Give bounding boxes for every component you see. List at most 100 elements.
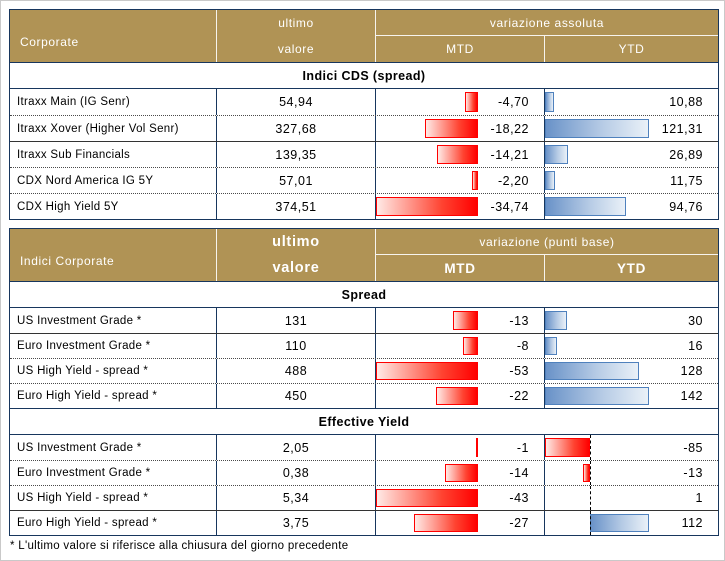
row-label: Itraxx Xover (Higher Vol Senr) — [10, 116, 217, 141]
section-header-spread: Spread — [10, 281, 718, 308]
ytd-bar-zone — [545, 119, 649, 138]
last-value: 5,34 — [217, 486, 376, 510]
ytd-value: -85 — [683, 440, 703, 455]
last-value-header: ultimo valore — [217, 229, 376, 281]
ytd-axis-line — [589, 486, 591, 510]
ytd-bar-zone — [545, 171, 649, 190]
ytd-databar — [545, 119, 649, 138]
ytd-value: 142 — [680, 389, 703, 403]
mtd-cell: -1 — [376, 435, 545, 460]
mtd-databar — [376, 197, 479, 216]
row-label: Itraxx Sub Financials — [10, 142, 217, 167]
table-row: Euro Investment Grade * 0,38 -14 -13 — [10, 460, 718, 485]
mtd-databar — [476, 438, 479, 457]
row-label: US Investment Grade * — [10, 308, 217, 333]
table-row: Euro High Yield - spread * 450 -22 142 — [10, 383, 718, 408]
last-value: 2,05 — [217, 435, 376, 460]
mtd-value: -14,21 — [490, 147, 529, 162]
row-label: Itraxx Main (IG Senr) — [10, 89, 217, 115]
table-row: Itraxx Xover (Higher Vol Senr) 327,68 -1… — [10, 115, 718, 141]
ytd-bar-zone — [545, 145, 649, 164]
ytd-databar — [545, 197, 627, 216]
ytd-cell: 1 — [545, 486, 718, 510]
mtd-databar — [376, 489, 479, 507]
corporate-indices-table: Indici Corporate ultimo valore variazion… — [9, 228, 719, 536]
ytd-bar-zone — [545, 362, 649, 380]
ytd-databar — [545, 337, 557, 355]
mtd-cell: -8 — [376, 334, 545, 358]
variation-columns: MTD YTD — [376, 36, 718, 62]
mtd-cell: -27 — [376, 511, 545, 535]
ytd-axis-line — [589, 461, 591, 485]
ytd-bar-zone — [545, 486, 649, 510]
ytd-value: 128 — [680, 364, 703, 378]
ytd-cell: -85 — [545, 435, 718, 460]
last-value-header-line2: valore — [277, 42, 315, 56]
mtd-value: -22 — [509, 389, 529, 403]
ytd-databar — [582, 464, 590, 482]
mtd-bar-zone — [376, 362, 479, 380]
ytd-column-header: YTD — [616, 260, 647, 276]
mtd-value: -14 — [509, 466, 529, 480]
variation-header-group: variazione (punti base) MTD YTD — [376, 229, 718, 281]
mtd-value: -34,74 — [490, 199, 529, 214]
ytd-bar-zone — [545, 311, 649, 330]
mtd-databar — [464, 92, 479, 112]
ytd-bar-zone — [545, 92, 649, 112]
last-value: 57,01 — [217, 168, 376, 193]
mtd-databar — [376, 362, 479, 380]
table-row: Euro High Yield - spread * 3,75 -27 112 — [10, 510, 718, 535]
mtd-cell: -13 — [376, 308, 545, 333]
row-label: Euro Investment Grade * — [10, 461, 217, 485]
mtd-databar — [414, 514, 479, 532]
mtd-bar-zone — [376, 438, 479, 457]
table-row: US High Yield - spread * 5,34 -43 1 — [10, 485, 718, 510]
row-label: US High Yield - spread * — [10, 486, 217, 510]
last-value-header-line1: ultimo — [272, 234, 320, 250]
table-row: Itraxx Sub Financials 139,35 -14,21 26,8… — [10, 141, 718, 167]
ytd-databar — [545, 171, 556, 190]
mtd-databar — [445, 464, 479, 482]
mtd-cell: -22 — [376, 384, 545, 408]
ytd-cell: 26,89 — [545, 142, 718, 167]
table-row: US Investment Grade * 2,05 -1 -85 — [10, 435, 718, 460]
mtd-bar-zone — [376, 119, 479, 138]
mtd-value: -2,20 — [498, 173, 529, 188]
last-value-header-line1: ultimo — [278, 16, 314, 30]
row-label: CDX Nord America IG 5Y — [10, 168, 217, 193]
ytd-value: 30 — [688, 313, 703, 328]
mtd-cell: -2,20 — [376, 168, 545, 193]
ytd-axis-line — [589, 435, 591, 460]
ytd-bar-zone — [545, 337, 649, 355]
mtd-cell: -4,70 — [376, 89, 545, 115]
mtd-bar-zone — [376, 514, 479, 532]
table-row: CDX Nord America IG 5Y 57,01 -2,20 11,75 — [10, 167, 718, 193]
table-row: Euro Investment Grade * 110 -8 16 — [10, 333, 718, 358]
last-value: 110 — [217, 334, 376, 358]
mtd-bar-zone — [376, 464, 479, 482]
mtd-column-header: MTD — [376, 255, 545, 281]
ytd-value: -13 — [683, 466, 703, 480]
last-value: 488 — [217, 359, 376, 383]
ytd-databar — [545, 92, 555, 112]
mtd-cell: -34,74 — [376, 194, 545, 219]
variation-header-group: variazione assoluta MTD YTD — [376, 10, 718, 62]
ytd-databar — [589, 514, 649, 532]
ytd-bar-zone — [545, 461, 649, 485]
table-row: US Investment Grade * 131 -13 30 — [10, 308, 718, 333]
row-label: Euro Investment Grade * — [10, 334, 217, 358]
mtd-cell: -53 — [376, 359, 545, 383]
row-label: Euro High Yield - spread * — [10, 384, 217, 408]
last-value: 450 — [217, 384, 376, 408]
mtd-databar — [471, 171, 479, 190]
last-value: 0,38 — [217, 461, 376, 485]
mtd-bar-zone — [376, 145, 479, 164]
table-title: Indici Corporate — [10, 229, 217, 281]
row-label: US High Yield - spread * — [10, 359, 217, 383]
ytd-databar — [545, 387, 649, 405]
variation-columns: MTD YTD — [376, 255, 718, 281]
ytd-cell: 16 — [545, 334, 718, 358]
ytd-databar — [545, 438, 590, 457]
ytd-cell: 128 — [545, 359, 718, 383]
ytd-cell: 10,88 — [545, 89, 718, 115]
